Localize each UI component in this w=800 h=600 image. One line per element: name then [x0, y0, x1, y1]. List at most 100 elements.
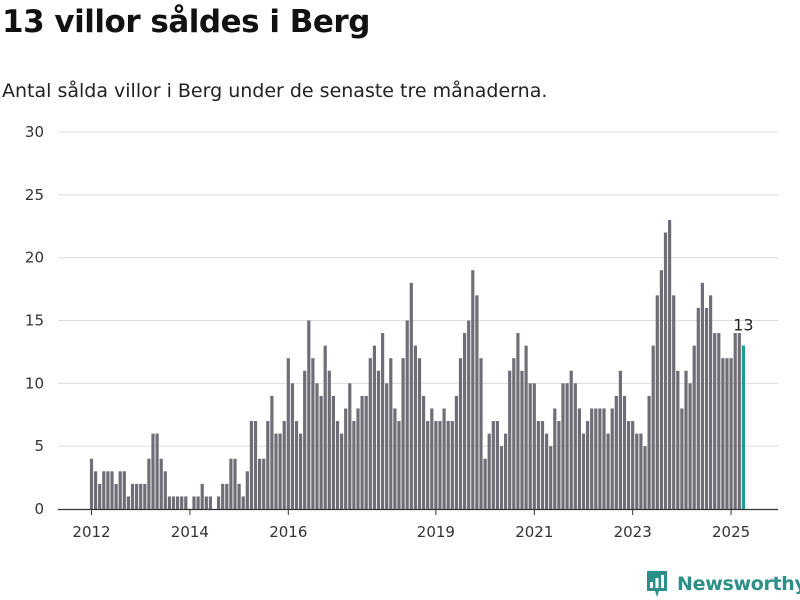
bar	[692, 345, 696, 509]
bar	[94, 471, 98, 509]
bar	[471, 270, 475, 509]
bar	[483, 458, 487, 509]
bar	[139, 483, 143, 509]
bar	[393, 408, 397, 509]
bar	[274, 433, 278, 509]
bar	[376, 370, 381, 509]
bar	[717, 333, 721, 509]
chart-title: 13 villor såldes i Berg	[2, 4, 370, 40]
x-tick-label: 2023	[614, 523, 652, 541]
bar	[118, 471, 122, 509]
bar	[430, 408, 434, 509]
x-tick-label: 2019	[417, 523, 455, 541]
bar	[253, 421, 258, 509]
bar	[467, 320, 471, 509]
bar	[627, 421, 631, 509]
bar	[729, 358, 733, 509]
bar	[680, 408, 684, 509]
newsworthy-logo-icon	[647, 571, 667, 597]
bar	[311, 358, 315, 509]
bar	[327, 370, 331, 509]
bar	[155, 433, 159, 509]
bar	[171, 496, 176, 509]
bar	[639, 433, 643, 509]
bar	[721, 358, 725, 509]
bar	[413, 345, 417, 509]
bar	[241, 496, 245, 509]
bar	[221, 483, 225, 509]
bar	[110, 471, 114, 509]
bar	[258, 458, 262, 509]
bar	[618, 370, 622, 509]
bar	[126, 496, 130, 509]
bar	[299, 433, 303, 509]
bar	[307, 320, 311, 509]
bar	[643, 446, 647, 509]
bar	[245, 471, 249, 509]
x-axis: 2012 2014 2016 2019 2021 2023 2025	[58, 508, 778, 541]
bar	[233, 458, 237, 509]
bar	[524, 345, 528, 509]
bar	[463, 333, 467, 509]
bar	[598, 408, 602, 509]
bar	[315, 383, 319, 509]
bar	[286, 358, 290, 509]
bar	[668, 219, 672, 509]
bar	[401, 358, 405, 509]
bar-latest	[741, 345, 745, 509]
bar	[631, 421, 635, 509]
bar	[577, 408, 581, 509]
y-tick-label: 20	[25, 249, 44, 267]
bar	[573, 383, 577, 509]
bar	[549, 446, 553, 509]
bar	[237, 483, 241, 509]
bar	[192, 496, 196, 509]
bar	[364, 395, 368, 509]
bar	[713, 333, 717, 509]
x-tick-label: 2012	[72, 523, 110, 541]
bar	[417, 358, 422, 509]
bar	[204, 496, 208, 509]
bar	[737, 333, 741, 509]
bar	[356, 408, 360, 509]
bar	[499, 446, 504, 509]
bar	[614, 395, 618, 509]
bar	[696, 307, 700, 509]
bar	[442, 408, 446, 509]
bar	[290, 383, 294, 509]
bar	[270, 395, 274, 509]
bar	[512, 358, 516, 509]
bar	[458, 358, 463, 509]
bar	[586, 421, 590, 509]
bar	[475, 295, 479, 509]
bar	[508, 370, 512, 509]
bar	[565, 383, 569, 509]
latest-value-label: 13	[733, 316, 753, 335]
x-tick-label: 2016	[269, 523, 307, 541]
bar	[557, 421, 561, 509]
bar	[569, 370, 573, 509]
bar	[278, 433, 282, 509]
y-tick-label: 25	[25, 186, 44, 204]
bar	[426, 421, 430, 509]
bar	[352, 421, 356, 509]
bar	[122, 471, 126, 509]
bar	[655, 295, 659, 509]
bar	[98, 483, 102, 509]
bar	[323, 345, 327, 509]
bar	[704, 307, 709, 509]
bar	[360, 395, 364, 509]
bar	[504, 433, 508, 509]
y-tick-label: 0	[34, 500, 44, 518]
y-tick-label: 15	[25, 312, 44, 330]
bar	[520, 370, 524, 509]
bar	[622, 395, 627, 509]
brand-name: Newsworthy	[677, 573, 800, 595]
bar	[229, 458, 233, 509]
bar	[381, 333, 385, 509]
bar	[208, 496, 212, 509]
bar	[438, 421, 442, 509]
bar	[672, 295, 676, 509]
bar	[651, 345, 655, 509]
